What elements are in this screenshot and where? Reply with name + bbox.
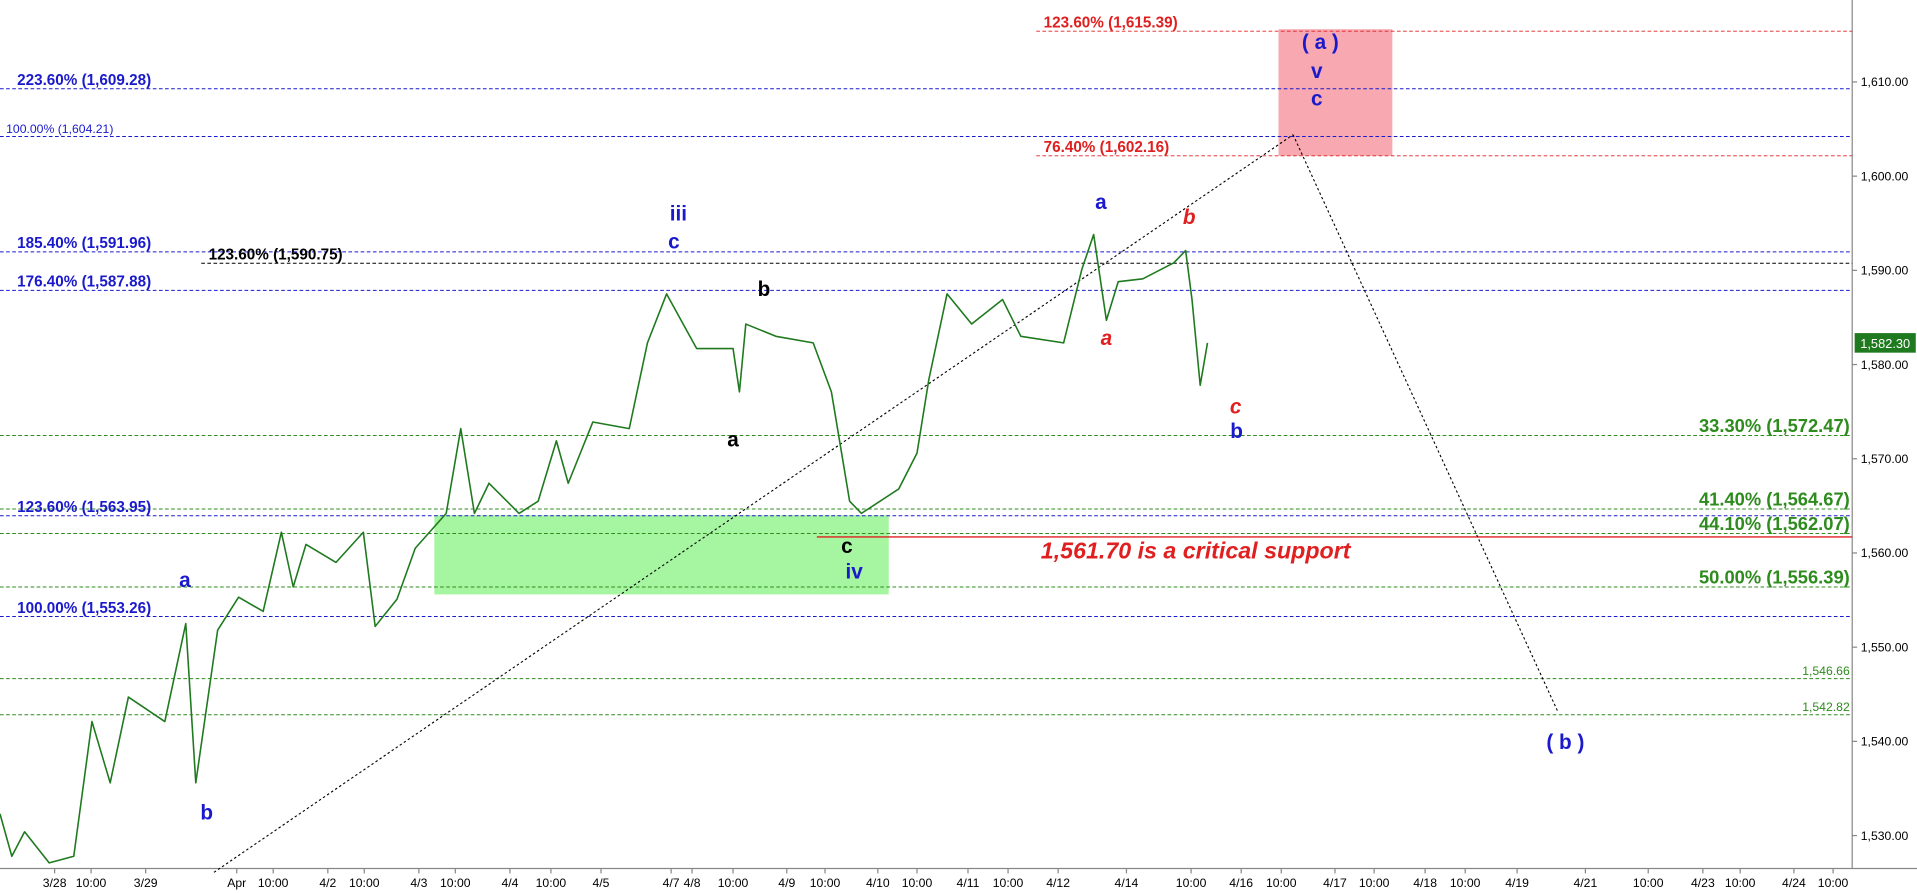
x-tick-label: 10:00	[1450, 876, 1481, 890]
x-tick-label: 4/9	[778, 876, 795, 890]
zone	[434, 515, 889, 595]
fib-label: 1,542.82	[1802, 700, 1850, 714]
wave-label: c	[841, 535, 853, 558]
wave-label: iv	[846, 560, 864, 583]
fib-label: 223.60% (1,609.28)	[17, 72, 151, 89]
fib-label: 100.00% (1,604.21)	[6, 122, 113, 136]
x-tick-label: 10:00	[440, 876, 471, 890]
x-tick-label: 10:00	[1266, 876, 1297, 890]
wave-label: b	[200, 802, 213, 825]
x-tick-label: 4/2	[319, 876, 336, 890]
x-tick-label: 10:00	[718, 876, 749, 890]
wave-label: ( a )	[1302, 31, 1339, 54]
wave-label: c	[1230, 396, 1242, 419]
y-tick-label: 1,550.00	[1861, 640, 1909, 654]
wave-label: c	[1311, 88, 1323, 111]
x-tick-label: 10:00	[993, 876, 1024, 890]
fib-label: 185.40% (1,591.96)	[17, 235, 151, 252]
wave-label: v	[1311, 60, 1323, 83]
y-tick-label: 1,530.00	[1861, 829, 1909, 843]
y-tick-label: 1,580.00	[1861, 358, 1909, 372]
y-tick-label: 1,540.00	[1861, 735, 1909, 749]
x-tick-label: 4/8	[684, 876, 701, 890]
x-tick-label: 4/5	[593, 876, 610, 890]
x-tick-label: 4/3	[410, 876, 427, 890]
fib-label: 123.60% (1,563.95)	[17, 499, 151, 516]
wave-label: a	[727, 429, 739, 452]
wave-label: a	[179, 569, 191, 592]
last-price-label: 1,582.30	[1860, 336, 1910, 351]
trendline	[213, 134, 1294, 873]
x-tick-label: 3/29	[134, 876, 158, 890]
y-tick-label: 1,590.00	[1861, 264, 1909, 278]
wave-label: b	[1183, 206, 1196, 229]
x-tick-label: 4/10	[866, 876, 890, 890]
x-tick-label: 4/7	[663, 876, 680, 890]
fib-label: 100.00% (1,553.26)	[17, 600, 151, 617]
fib-label: 123.60% (1,615.39)	[1044, 15, 1178, 32]
fib-label: 176.40% (1,587.88)	[17, 274, 151, 291]
x-tick-label: 4/19	[1505, 876, 1529, 890]
x-tick-label: 4/17	[1323, 876, 1347, 890]
wave-label: a	[1101, 327, 1113, 350]
x-tick-label: 4/12	[1046, 876, 1070, 890]
fib-label: 44.10% (1,562.07)	[1699, 513, 1850, 534]
wave-label: c	[668, 231, 680, 254]
price-line	[0, 233, 1209, 864]
x-tick-label: 4/11	[957, 876, 980, 890]
x-tick-label: 10:00	[1818, 876, 1849, 890]
x-tick-label: 10:00	[1725, 876, 1756, 890]
x-tick-label: 4/24	[1782, 876, 1806, 890]
y-tick-label: 1,610.00	[1861, 75, 1909, 89]
x-tick-label: 10:00	[536, 876, 567, 890]
y-tick-label: 1,570.00	[1861, 452, 1909, 466]
fib-label: 76.40% (1,602.16)	[1044, 139, 1170, 156]
x-tick-label: Apr	[227, 876, 246, 890]
x-tick-label: 10:00	[1359, 876, 1390, 890]
y-tick-label: 1,560.00	[1861, 546, 1909, 560]
wave-label: ( b )	[1546, 731, 1584, 754]
x-tick-label: 3/28	[43, 876, 67, 890]
fib-label: 123.60% (1,590.75)	[209, 247, 343, 264]
x-tick-label: 10:00	[1176, 876, 1207, 890]
x-tick-label: 4/18	[1413, 876, 1437, 890]
x-tick-label: 4/23	[1691, 876, 1715, 890]
x-tick-label: 4/4	[501, 876, 518, 890]
fib-label: 50.00% (1,556.39)	[1699, 566, 1850, 587]
zone	[1278, 29, 1393, 156]
x-tick-label: 10:00	[1633, 876, 1664, 890]
x-tick-label: 10:00	[349, 876, 380, 890]
x-tick-label: 10:00	[810, 876, 841, 890]
trendline	[1292, 134, 1559, 713]
wave-label: iii	[670, 202, 687, 225]
x-tick-label: 10:00	[76, 876, 107, 890]
wave-label: b	[758, 278, 771, 301]
fib-label: 1,546.66	[1802, 664, 1850, 678]
x-tick-label: 4/14	[1115, 876, 1139, 890]
fib-label: 41.40% (1,564.67)	[1699, 488, 1850, 509]
wave-label: 1,561.70 is a critical support	[1041, 538, 1352, 564]
last-price-tag	[1854, 333, 1916, 353]
x-tick-label: 4/16	[1229, 876, 1253, 890]
wave-label: a	[1095, 191, 1107, 214]
fib-label: 33.30% (1,572.47)	[1699, 415, 1850, 436]
x-tick-label: 10:00	[258, 876, 289, 890]
x-tick-label: 10:00	[902, 876, 933, 890]
wave-label: b	[1230, 420, 1243, 443]
x-tick-label: 4/21	[1574, 876, 1598, 890]
y-tick-label: 1,600.00	[1861, 169, 1909, 183]
